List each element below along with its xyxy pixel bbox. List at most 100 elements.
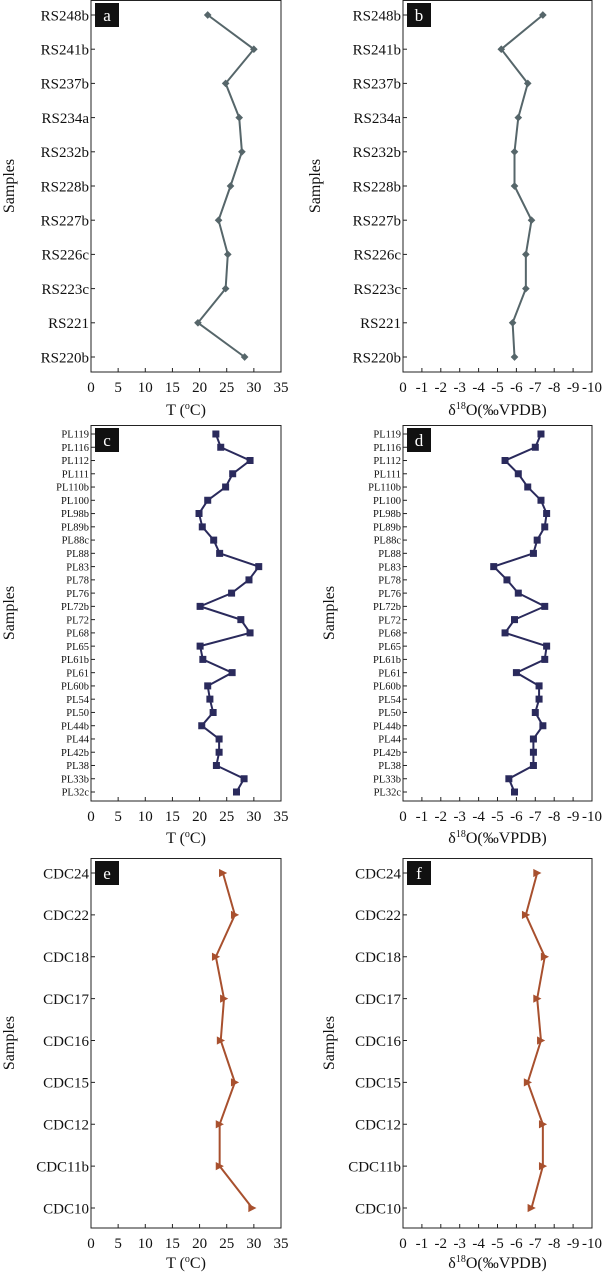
- data-point: [510, 182, 519, 190]
- x-axis-title-rest: C): [190, 402, 206, 419]
- plot-frame: [90, 0, 282, 373]
- data-point: [539, 11, 547, 19]
- x-tick-label: -6: [510, 809, 523, 825]
- y-category-label: PL61: [66, 668, 89, 679]
- x-tick-label: 25: [219, 809, 234, 825]
- x-axis-title-sup: 18: [456, 401, 466, 412]
- y-category-label: PL83: [66, 562, 89, 573]
- x-axis-title: δ18O(‰VPDB): [448, 829, 546, 847]
- x-tick-label: -9: [567, 1236, 580, 1252]
- y-category-label: CDC24: [43, 866, 89, 882]
- x-axis-title-main: T (: [166, 1255, 185, 1272]
- data-point: [524, 483, 532, 491]
- y-category-label: PL98b: [373, 509, 401, 520]
- x-tick-label: 0: [87, 1236, 95, 1252]
- y-category-label: CDC10: [43, 1201, 89, 1217]
- panel-label-bg: [95, 428, 119, 452]
- y-category-label: PL72: [66, 615, 89, 626]
- chart-panel-d: d 0 -1 -2 -3 -4 -5 -6 -7 -8 -9 -10 δ18O(‰VPDB) Sample…: [321, 425, 602, 847]
- series-line: [491, 433, 548, 793]
- y-category-label: RS232b: [353, 145, 401, 161]
- y-category-label: RS221: [360, 316, 401, 332]
- data-point: [248, 1203, 257, 1213]
- data-point: [204, 682, 212, 690]
- data-point: [215, 1162, 224, 1171]
- x-tick-label: 30: [246, 380, 261, 396]
- y-category-label: RS234a: [41, 111, 89, 127]
- x-tick-label: 5: [114, 809, 122, 825]
- y-category-label: PL116: [373, 443, 401, 454]
- y-category-label: PL44: [378, 735, 402, 746]
- data-point: [541, 523, 549, 531]
- y-axis-title: Samples: [1, 1016, 18, 1070]
- data-point: [523, 1078, 533, 1087]
- data-point: [245, 576, 253, 584]
- y-category-label: PL68: [378, 629, 401, 640]
- data-point: [223, 250, 232, 259]
- y-category-label: RS248b: [41, 8, 89, 24]
- y-category-label: PL33b: [373, 774, 401, 785]
- data-point: [531, 708, 539, 716]
- panel-label-text: d: [415, 431, 424, 450]
- y-category-label: PL32c: [374, 788, 402, 799]
- x-axis-title-main: T (: [166, 402, 185, 419]
- data-point: [527, 1203, 536, 1213]
- data-point: [222, 483, 230, 491]
- data-point: [219, 868, 228, 878]
- x-axis-title-sup: 18: [456, 1254, 466, 1265]
- data-point: [543, 642, 551, 650]
- data-point: [497, 45, 506, 54]
- panel-label-text: c: [103, 431, 111, 450]
- data-point: [250, 45, 258, 54]
- data-point: [514, 589, 522, 597]
- data-point: [198, 523, 206, 531]
- x-tick-label: -5: [491, 380, 504, 396]
- y-category-label: RS234a: [353, 111, 401, 127]
- data-point: [508, 318, 517, 327]
- chart-panel-b: b 0 -1 -2 -3 -4 -5 -6 -7 -8 -9 -10 δ18O(‰VPDB) Sample…: [307, 0, 602, 419]
- x-tick-label: -10: [582, 1236, 602, 1252]
- data-point: [512, 669, 520, 677]
- y-category-label: RS232b: [41, 145, 89, 161]
- x-tick-label: 15: [165, 809, 180, 825]
- y-category-label: RS237b: [353, 77, 401, 93]
- y-category-label: RS226c: [353, 248, 401, 264]
- data-point: [531, 443, 539, 451]
- data-point: [539, 722, 547, 730]
- data-point: [246, 629, 254, 637]
- data-point: [228, 669, 236, 677]
- data-point: [229, 470, 237, 478]
- x-tick-label: -6: [510, 1236, 523, 1252]
- y-category-label: RS227b: [41, 213, 89, 229]
- y-category-label: PL38: [378, 761, 401, 772]
- data-point: [533, 994, 542, 1003]
- data-point: [541, 655, 549, 663]
- y-category-label: CDC22: [43, 908, 89, 924]
- y-category-label: CDC24: [355, 866, 401, 882]
- y-category-label: CDC11b: [348, 1159, 401, 1175]
- data-point: [196, 602, 204, 610]
- y-category-label: PL61b: [373, 655, 401, 666]
- panel-label-tag: e: [95, 861, 119, 885]
- data-point: [203, 11, 212, 19]
- x-tick-label: -5: [491, 1236, 504, 1252]
- y-category-label: PL100: [373, 496, 401, 507]
- y-category-label: PL112: [373, 456, 401, 467]
- data-point: [255, 563, 263, 571]
- x-axis-title-rest: O(‰VPDB): [466, 830, 547, 847]
- y-category-label: RS226c: [41, 248, 89, 264]
- y-axis-title: Samples: [307, 159, 324, 213]
- x-tick-label: 35: [274, 1236, 289, 1252]
- data-point: [209, 708, 217, 716]
- x-tick-label: 35: [274, 380, 289, 396]
- data-point: [240, 353, 249, 361]
- chart-panel-c: c 0 5 10 15 20 25 30 35 T (oC) Samples PL119 PL116 PL…: [1, 425, 289, 847]
- y-category-label: PL42b: [61, 748, 89, 759]
- data-point: [204, 496, 212, 504]
- x-tick-label: -3: [453, 1236, 466, 1252]
- x-tick-label: -7: [529, 1236, 542, 1252]
- y-category-label: PL44b: [373, 721, 401, 732]
- data-point: [237, 616, 245, 624]
- x-tick-label: 25: [219, 380, 234, 396]
- data-point: [212, 430, 220, 438]
